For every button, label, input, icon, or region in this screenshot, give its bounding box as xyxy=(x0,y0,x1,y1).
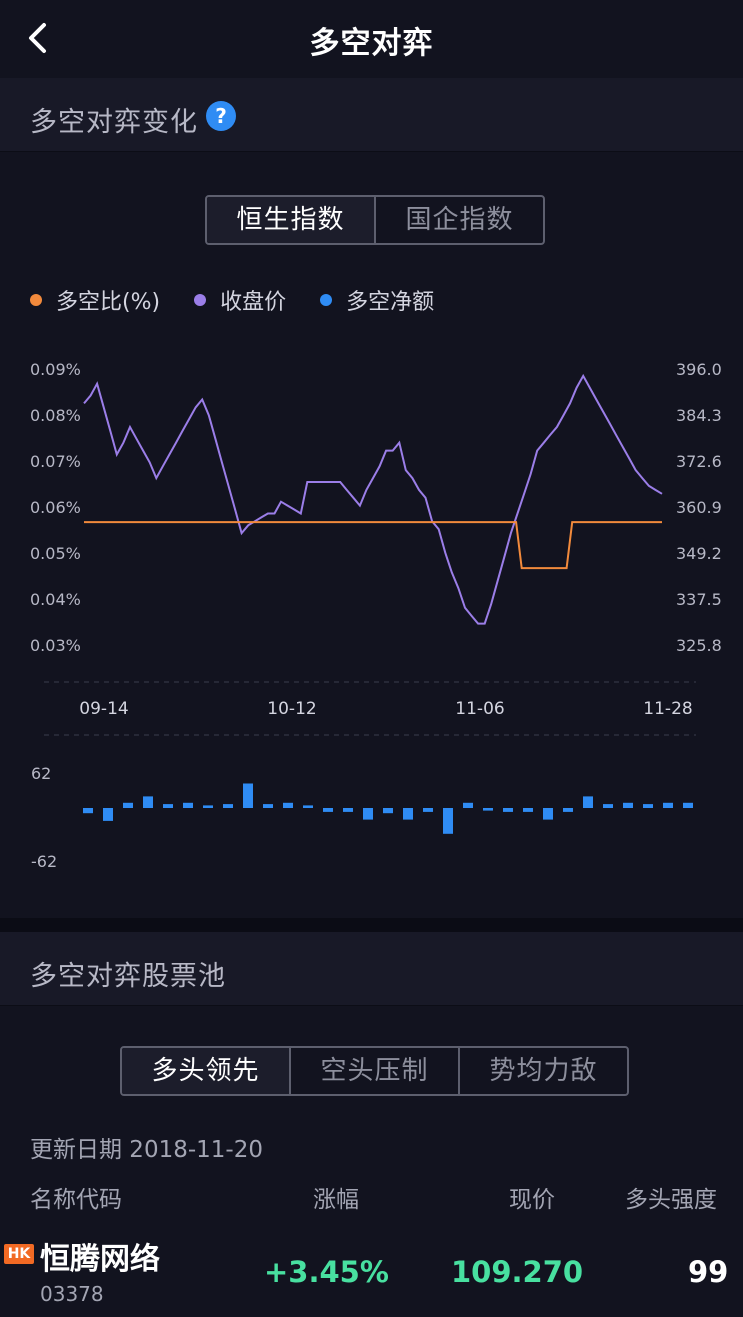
legend-item-close: 收盘价 xyxy=(194,284,286,316)
section-title-pool: 多空对弈股票池 xyxy=(30,961,226,992)
legend-label-close: 收盘价 xyxy=(220,290,287,315)
net-bar xyxy=(283,802,293,808)
net-bar xyxy=(203,805,213,808)
net-bar xyxy=(523,808,533,812)
bar-y-tick-min: -62 xyxy=(31,852,57,871)
net-bar xyxy=(83,808,93,814)
y-left-tick: 0.07% xyxy=(30,452,81,471)
net-bar xyxy=(443,808,453,834)
x-tick: 09-14 xyxy=(79,699,128,719)
net-bar xyxy=(383,808,393,814)
net-bar xyxy=(503,808,513,812)
net-bar xyxy=(623,802,633,808)
stock-code: 03378 xyxy=(40,1282,104,1306)
chevron-left-icon[interactable] xyxy=(18,18,58,58)
legend-dot-purple xyxy=(194,294,207,306)
top-bar: 多空对弈 xyxy=(0,0,743,78)
column-header-name: 名称代码 xyxy=(30,1187,122,1213)
stock-price: 109.270 xyxy=(451,1255,584,1289)
column-header-price[interactable]: 现价 xyxy=(509,1187,555,1213)
chart-legend: 多空比(%) 收盘价 多空净额 xyxy=(30,284,434,316)
y-right-tick: 360.9 xyxy=(676,498,722,517)
net-bar xyxy=(363,808,373,820)
y-left-tick: 0.04% xyxy=(30,590,81,609)
net-bar xyxy=(143,796,153,808)
tab-bear-suppress[interactable]: 空头压制 xyxy=(289,1048,458,1094)
chart-panel xyxy=(0,153,743,918)
x-tick: 11-06 xyxy=(455,699,504,719)
update-date: 更新日期 2018-11-20 xyxy=(30,1137,263,1163)
net-bar xyxy=(563,808,573,812)
y-left-tick: 0.09% xyxy=(30,360,81,379)
question-circle-icon[interactable]: ? xyxy=(206,101,236,131)
tab-balanced[interactable]: 势均力敌 xyxy=(458,1048,627,1094)
legend-item-ratio: 多空比(%) xyxy=(30,284,160,316)
legend-label-net: 多空净额 xyxy=(346,290,435,315)
net-bar xyxy=(183,802,193,808)
close-price-line xyxy=(83,373,663,625)
stock-strength: 99 xyxy=(688,1255,729,1289)
net-bar xyxy=(663,802,673,808)
net-bar xyxy=(123,802,133,808)
pool-tab-group: 多头领先 空头压制 势均力敌 xyxy=(120,1046,629,1096)
index-tab-group: 恒生指数 国企指数 xyxy=(205,195,545,245)
net-bar xyxy=(603,804,613,808)
net-bar xyxy=(483,808,493,811)
y-right-tick: 337.5 xyxy=(676,590,722,609)
net-bar xyxy=(423,808,433,812)
y-left-tick: 0.05% xyxy=(30,544,81,563)
column-header-change[interactable]: 涨幅 xyxy=(313,1187,359,1213)
net-bar xyxy=(343,808,353,812)
net-bar xyxy=(243,783,253,808)
tab-hang-seng-index[interactable]: 恒生指数 xyxy=(207,197,374,243)
x-tick: 10-12 xyxy=(267,699,316,719)
bar-y-tick-max: 62 xyxy=(31,764,51,783)
y-right-tick: 349.2 xyxy=(676,544,722,563)
legend-item-net: 多空净额 xyxy=(320,284,434,316)
y-left-tick: 0.03% xyxy=(30,636,81,655)
y-left-tick: 0.06% xyxy=(30,498,81,517)
column-header-strength[interactable]: 多头强度 xyxy=(625,1187,717,1213)
net-bar xyxy=(163,804,173,808)
chart: 0.09% 0.08% 0.07% 0.06% 0.05% 0.04% 0.03% 396.… xyxy=(30,360,722,871)
y-right-tick: 325.8 xyxy=(676,636,722,655)
net-bar xyxy=(403,808,413,820)
net-bar xyxy=(463,802,473,808)
section-divider xyxy=(0,918,743,932)
net-bar xyxy=(323,808,333,812)
net-bar xyxy=(103,808,113,821)
page-title: 多空对弈 xyxy=(309,26,434,61)
stock-change: +3.45% xyxy=(264,1255,389,1289)
section-header-pool: 多空对弈股票池 xyxy=(0,932,743,1006)
net-bar xyxy=(223,804,233,808)
net-bar xyxy=(683,802,693,808)
y-right-tick: 372.6 xyxy=(676,452,722,471)
y-right-tick: 384.3 xyxy=(676,406,722,425)
net-bar xyxy=(583,796,593,808)
y-right-tick: 396.0 xyxy=(676,360,722,379)
y-left-tick: 0.08% xyxy=(30,406,81,425)
legend-label-ratio: 多空比(%) xyxy=(56,290,161,315)
tab-hscei-index[interactable]: 国企指数 xyxy=(374,197,543,243)
x-tick: 11-28 xyxy=(643,699,692,719)
tab-bull-leading[interactable]: 多头领先 xyxy=(122,1048,289,1094)
stock-name: 恒腾网络 xyxy=(40,1242,160,1277)
net-bar xyxy=(303,805,313,808)
net-bar xyxy=(643,804,653,808)
net-bar xyxy=(543,808,553,820)
net-bar xyxy=(263,804,273,808)
ratio-line xyxy=(84,521,662,570)
legend-dot-orange xyxy=(30,294,42,306)
section-title: 多空对弈变化 xyxy=(30,107,198,138)
legend-dot-blue xyxy=(320,294,333,306)
market-badge: HK xyxy=(4,1244,34,1264)
section-header-change: 多空对弈变化 xyxy=(0,78,743,152)
